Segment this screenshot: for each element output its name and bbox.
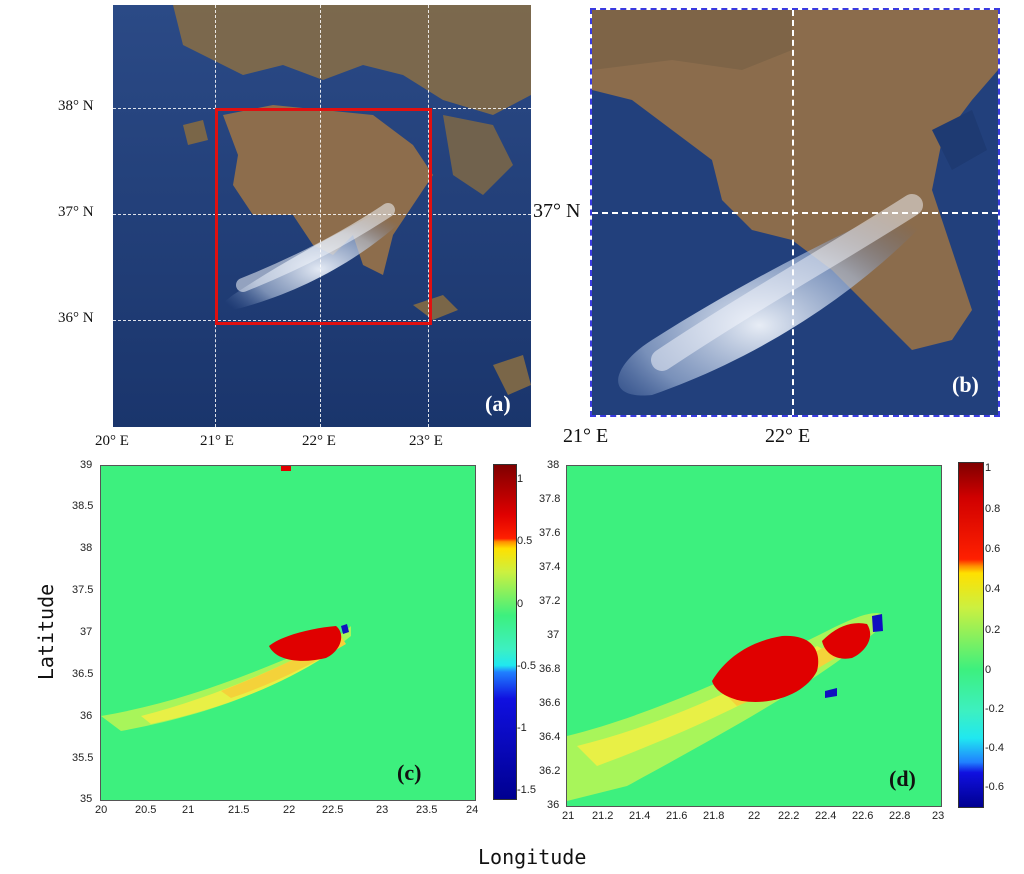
panel-c-field xyxy=(101,466,475,800)
panel-c-y-tick: 37 xyxy=(80,626,93,638)
panel-a-imagery xyxy=(113,5,531,427)
x-axis-title: Longitude xyxy=(478,845,587,869)
gridline-36n xyxy=(113,320,531,321)
panel-d-x-tick: 21.2 xyxy=(592,810,614,822)
panel-d-x-tick: 23 xyxy=(932,810,945,822)
panel-c-colorbar-tick: 1 xyxy=(517,473,524,485)
panel-c-y-tick: 38 xyxy=(80,542,93,554)
panel-c-x-tick: 23 xyxy=(376,804,389,816)
panel-a-lat-label: 37° N xyxy=(58,204,94,220)
panel-d-y-tick: 36.2 xyxy=(539,765,561,777)
panel-a-lon-label: 23° E xyxy=(409,433,443,449)
gridline-22e xyxy=(320,5,321,427)
panel-c-tag: (c) xyxy=(397,760,422,785)
panel-c-y-tick: 38.5 xyxy=(72,500,94,512)
panel-d-colorbar-tick: 0 xyxy=(985,664,992,676)
panel-c-x-tick: 24 xyxy=(466,804,479,816)
panel-a-lat-label: 36° N xyxy=(58,310,94,326)
panel-c-x-tick: 22.5 xyxy=(322,804,344,816)
gridline-37n xyxy=(113,214,531,215)
panel-b-lon-label: 22° E xyxy=(765,425,811,447)
panel-d-x-tick: 22 xyxy=(748,810,761,822)
panel-b-lat-label: 37° N xyxy=(533,200,581,222)
panel-c-y-tick: 37.5 xyxy=(72,584,94,596)
panel-c-index-map: (c) xyxy=(100,465,476,801)
panel-d-y-tick: 36.4 xyxy=(539,731,561,743)
panel-d-y-tick: 37.6 xyxy=(539,527,561,539)
panel-d-colorbar-tick: -0.4 xyxy=(985,742,1004,754)
panel-a-satellite-map: (a) xyxy=(113,5,531,427)
panel-d-index-map: (d) xyxy=(566,465,942,807)
panel-d-y-tick: 36 xyxy=(547,799,560,811)
panel-c-colorbar-tick: 0.5 xyxy=(517,535,533,547)
panel-d-y-tick: 37.2 xyxy=(539,595,561,607)
zoom-region-box xyxy=(215,108,432,325)
panel-c-x-tick: 23.5 xyxy=(416,804,438,816)
panel-d-y-tick: 37.4 xyxy=(539,561,561,573)
panel-d-colorbar xyxy=(958,462,984,808)
panel-d-y-tick: 37 xyxy=(547,629,560,641)
panel-b-satellite-map: (b) xyxy=(590,8,1000,417)
panel-d-colorbar-tick: 0.8 xyxy=(985,503,1001,515)
panel-d-y-tick: 36.8 xyxy=(539,663,561,675)
panel-d-x-tick: 22.4 xyxy=(815,810,837,822)
panel-a-tag: (a) xyxy=(485,391,511,416)
panel-d-field xyxy=(567,466,941,806)
panel-c-y-tick: 36 xyxy=(80,710,93,722)
panel-c-x-tick: 21 xyxy=(182,804,195,816)
panel-d-y-tick: 38 xyxy=(547,459,560,471)
panel-d-colorbar-tick: 1 xyxy=(985,462,992,474)
panel-d-colorbar-tick: 0.2 xyxy=(985,624,1001,636)
panel-c-y-tick: 35.5 xyxy=(72,752,94,764)
panel-c-colorbar-tick: -0.5 xyxy=(517,660,536,672)
panel-d-y-tick: 36.6 xyxy=(539,697,561,709)
panel-d-colorbar-tick: -0.6 xyxy=(985,781,1004,793)
panel-d-tag: (d) xyxy=(889,766,916,791)
panel-d-x-tick: 21.6 xyxy=(666,810,688,822)
panel-b-lon-label: 21° E xyxy=(563,425,609,447)
panel-c-y-tick: 39 xyxy=(80,459,93,471)
panel-a-lon-label: 20° E xyxy=(95,433,129,449)
panel-d-x-tick: 22.8 xyxy=(889,810,911,822)
panel-c-y-tick: 36.5 xyxy=(72,668,94,680)
panel-d-x-tick: 22.6 xyxy=(852,810,874,822)
panel-b-tag: (b) xyxy=(952,372,979,397)
gridline-37n xyxy=(592,212,998,214)
panel-c-x-tick: 21.5 xyxy=(228,804,250,816)
panel-d-colorbar-tick: -0.2 xyxy=(985,703,1004,715)
panel-c-colorbar-tick: 0 xyxy=(517,598,524,610)
panel-c-colorbar-tick: -1.5 xyxy=(517,784,536,796)
panel-c-y-tick: 35 xyxy=(80,793,93,805)
panel-a-lat-label: 38° N xyxy=(58,98,94,114)
panel-d-colorbar-tick: 0.6 xyxy=(985,543,1001,555)
panel-c-x-tick: 20.5 xyxy=(135,804,157,816)
panel-c-x-tick: 20 xyxy=(95,804,108,816)
panel-d-x-tick: 22.2 xyxy=(778,810,800,822)
panel-a-lon-label: 22° E xyxy=(302,433,336,449)
gridline-23e xyxy=(428,5,429,427)
y-axis-title: Latitude xyxy=(34,583,58,681)
panel-c-colorbar-tick: -1 xyxy=(517,722,527,734)
panel-a-lon-label: 21° E xyxy=(200,433,234,449)
panel-d-y-tick: 37.8 xyxy=(539,493,561,505)
panel-c-colorbar xyxy=(493,464,517,800)
panel-d-colorbar-tick: 0.4 xyxy=(985,583,1001,595)
panel-c-x-tick: 22 xyxy=(283,804,296,816)
panel-d-x-tick: 21.8 xyxy=(703,810,725,822)
panel-d-x-tick: 21 xyxy=(562,810,575,822)
panel-d-x-tick: 21.4 xyxy=(629,810,651,822)
